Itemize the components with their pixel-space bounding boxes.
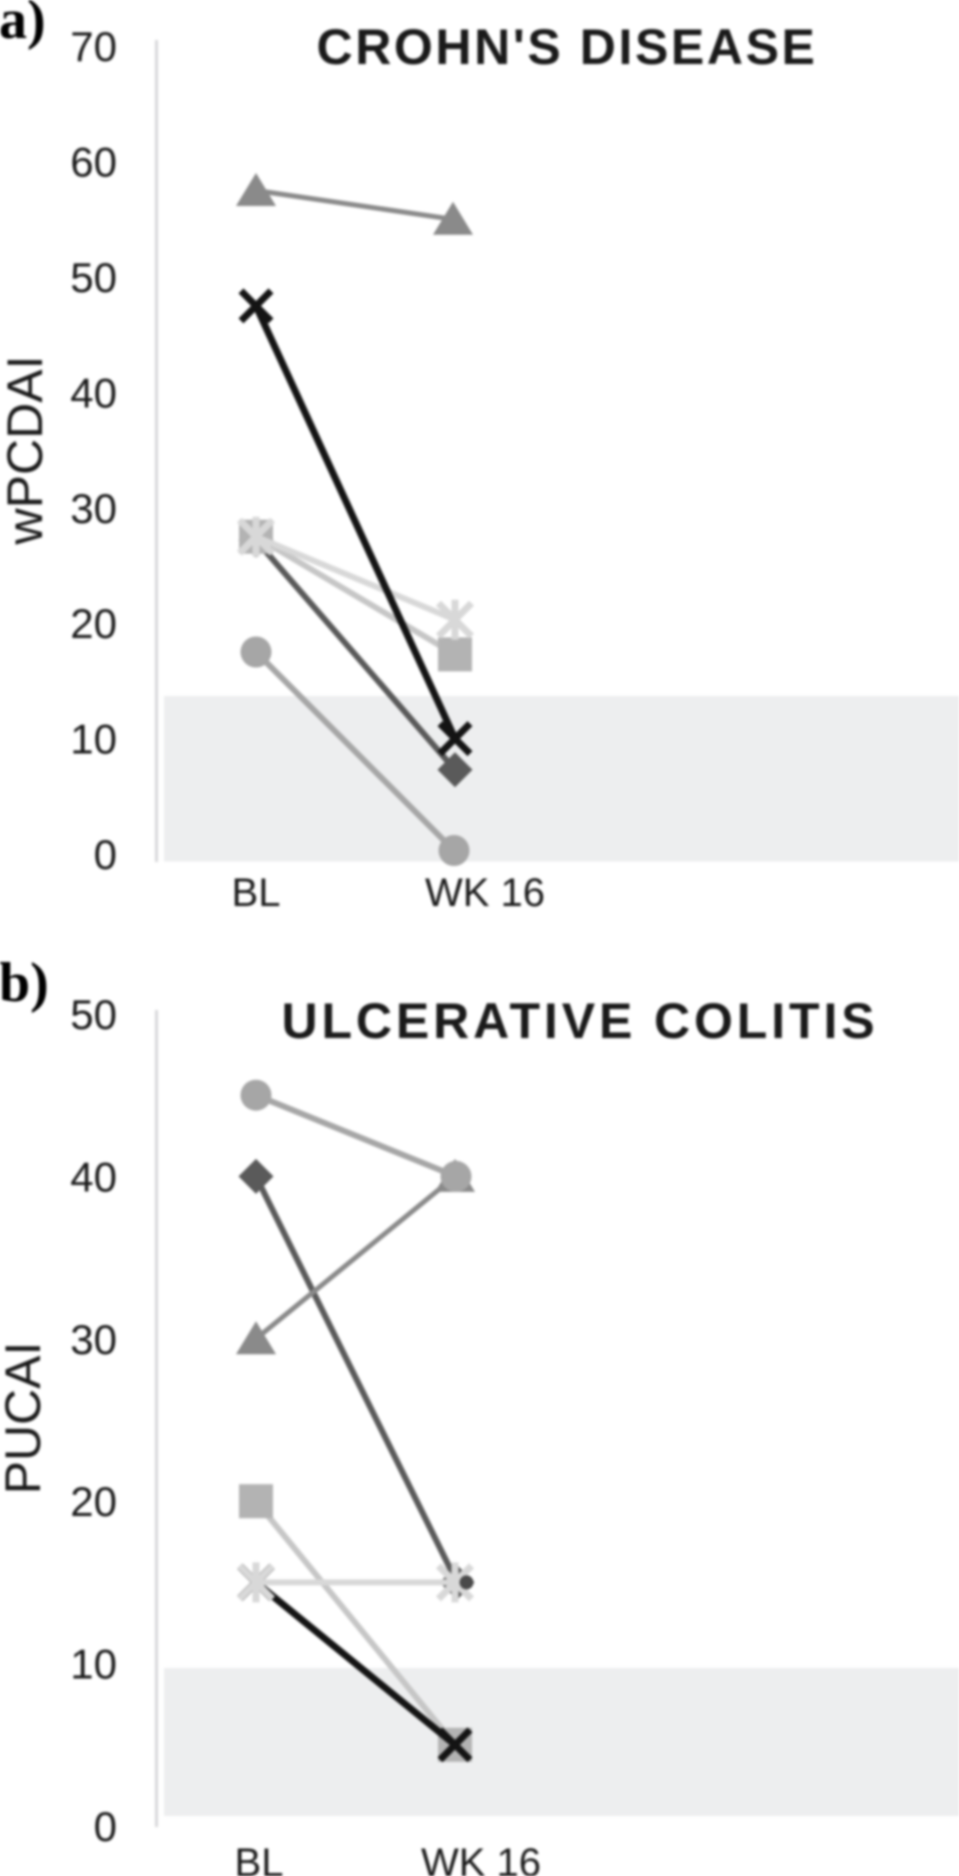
svg-text:10: 10 — [70, 716, 117, 763]
svg-text:b): b) — [0, 952, 49, 1014]
svg-text:40: 40 — [70, 369, 117, 416]
svg-text:CROHN'S DISEASE: CROHN'S DISEASE — [317, 19, 818, 75]
svg-text:WK 16: WK 16 — [425, 871, 545, 915]
svg-text:0: 0 — [94, 831, 117, 878]
svg-text:ULCERATIVE COLITIS: ULCERATIVE COLITIS — [281, 993, 878, 1049]
svg-text:30: 30 — [70, 1316, 117, 1363]
svg-text:0: 0 — [94, 1803, 117, 1850]
svg-text:20: 20 — [70, 600, 117, 647]
svg-text:BL: BL — [235, 1841, 284, 1876]
svg-text:60: 60 — [70, 139, 117, 186]
svg-text:30: 30 — [70, 485, 117, 532]
svg-text:50: 50 — [70, 254, 117, 301]
svg-text:wPCDAI: wPCDAI — [0, 356, 53, 546]
svg-text:40: 40 — [70, 1153, 117, 1200]
svg-text:50: 50 — [70, 991, 117, 1038]
svg-text:10: 10 — [70, 1641, 117, 1688]
svg-text:20: 20 — [70, 1478, 117, 1525]
svg-text:WK 16: WK 16 — [421, 1841, 541, 1876]
svg-text:a): a) — [0, 0, 46, 51]
svg-text:70: 70 — [70, 23, 117, 70]
svg-text:PUCAI: PUCAI — [0, 1342, 51, 1495]
svg-text:BL: BL — [232, 871, 281, 915]
